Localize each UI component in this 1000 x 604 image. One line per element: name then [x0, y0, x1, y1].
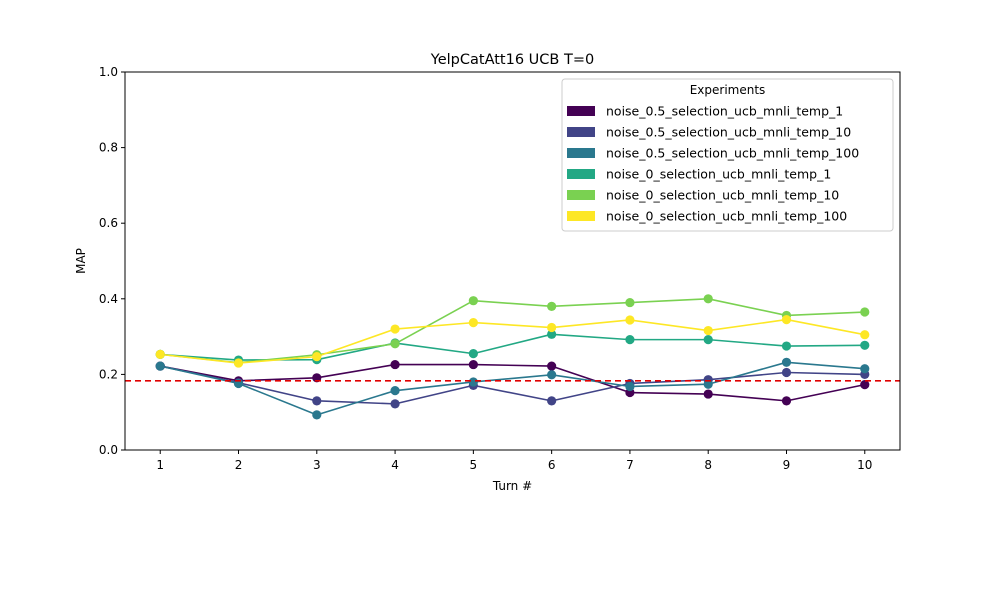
data-point: [468, 318, 478, 328]
axes: 0.0 0.2 0.4 0.6 0.8 1.0 1 2 3 4 5 6 7 8 9 10: [99, 65, 901, 472]
data-point: [390, 339, 400, 349]
x-tick-label: 4: [391, 458, 399, 472]
y-tick-label: 0.4: [99, 292, 118, 306]
data-point: [703, 389, 713, 399]
x-tick-label: 5: [470, 458, 478, 472]
x-tick-label: 3: [313, 458, 321, 472]
plot-area: [125, 294, 900, 420]
legend-label: noise_0.5_selection_ucb_mnli_temp_10: [606, 125, 851, 140]
data-point: [233, 358, 244, 368]
data-point: [390, 324, 400, 334]
legend-swatch: [567, 148, 595, 158]
axes-frame: [124, 71, 901, 451]
y-axis-label: MAP: [74, 248, 88, 274]
y-tick-label: 0.6: [99, 216, 118, 230]
legend-swatch: [567, 169, 595, 179]
data-point: [468, 349, 478, 359]
data-point: [703, 294, 713, 304]
data-point: [390, 386, 400, 396]
y-tick-label: 0.2: [99, 367, 118, 381]
x-axis-label: Turn #: [492, 479, 532, 493]
legend-label: noise_0.5_selection_ucb_mnli_temp_1: [606, 104, 843, 119]
data-point: [625, 297, 635, 308]
series-line: [160, 365, 865, 405]
data-point: [703, 335, 713, 345]
legend-label: noise_0.5_selection_ucb_mnli_temp_100: [606, 146, 859, 161]
data-point: [390, 399, 400, 409]
data-point: [468, 359, 478, 370]
chart-title: YelpCatAtt16 UCB T=0: [430, 52, 594, 68]
data-point: [547, 396, 557, 406]
data-point: [312, 410, 322, 420]
series-line: [160, 297, 865, 364]
data-point: [468, 296, 478, 306]
data-point: [860, 330, 870, 340]
y-tick-label: 0.8: [99, 141, 118, 155]
x-tick-label: 6: [548, 458, 556, 472]
legend-label: noise_0_selection_ucb_mnli_temp_10: [606, 188, 839, 203]
x-tick-label: 8: [704, 458, 712, 472]
series-line: [160, 361, 865, 416]
series-line: [160, 363, 865, 402]
data-point: [312, 396, 322, 406]
data-point: [547, 301, 557, 311]
x-tick-label: 7: [626, 458, 634, 472]
y-tick-label: 1.0: [99, 65, 118, 79]
data-point: [547, 370, 557, 380]
data-point: [625, 315, 635, 325]
data-point: [625, 381, 635, 392]
data-point: [390, 359, 400, 370]
data-point: [781, 341, 792, 351]
legend-label: noise_0_selection_ucb_mnli_temp_1: [606, 167, 831, 182]
legend: Experiments noise_0.5_selection_ucb_mnli_…: [561, 78, 894, 232]
data-point: [625, 335, 635, 345]
data-point: [781, 367, 792, 378]
legend-swatch: [567, 190, 595, 200]
data-point: [312, 352, 322, 362]
data-point: [703, 379, 713, 389]
legend-swatch: [567, 211, 595, 221]
data-point: [155, 349, 165, 359]
data-point: [547, 329, 557, 339]
data-point: [781, 357, 792, 367]
data-point: [547, 322, 557, 333]
data-point: [781, 396, 792, 406]
x-tick-label: 2: [235, 458, 243, 472]
x-tick-label: 1: [156, 458, 164, 472]
data-point: [155, 361, 165, 371]
data-point: [860, 380, 870, 390]
x-tick-label: 9: [783, 458, 791, 472]
data-point: [547, 361, 557, 371]
legend-swatch: [567, 106, 595, 116]
data-point: [468, 377, 478, 387]
data-point: [860, 364, 870, 374]
data-point: [860, 307, 870, 317]
legend-title: Experiments: [690, 83, 766, 97]
legend-label: noise_0_selection_ucb_mnli_temp_100: [606, 209, 847, 224]
x-tick-label: 10: [857, 458, 872, 472]
y-tick-label: 0.0: [99, 443, 118, 457]
data-point: [781, 314, 792, 325]
series-line: [160, 318, 865, 364]
legend-box: [561, 78, 894, 232]
data-point: [703, 325, 713, 336]
data-point: [860, 340, 870, 350]
legend-swatch: [567, 127, 595, 137]
